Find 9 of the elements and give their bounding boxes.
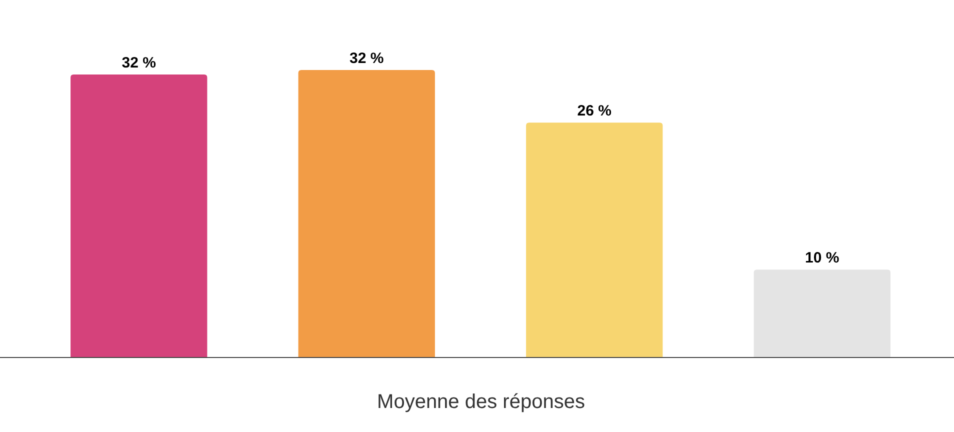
bar xyxy=(526,122,663,357)
bar xyxy=(754,270,890,357)
data-label: 32 % xyxy=(122,54,156,72)
data-label: 10 % xyxy=(805,250,840,267)
data-label: 32 % xyxy=(350,50,384,67)
bar xyxy=(298,70,435,357)
bar xyxy=(70,74,208,357)
data-label: 26 % xyxy=(577,102,612,120)
x-axis-title: Moyenne des réponses xyxy=(377,391,585,413)
